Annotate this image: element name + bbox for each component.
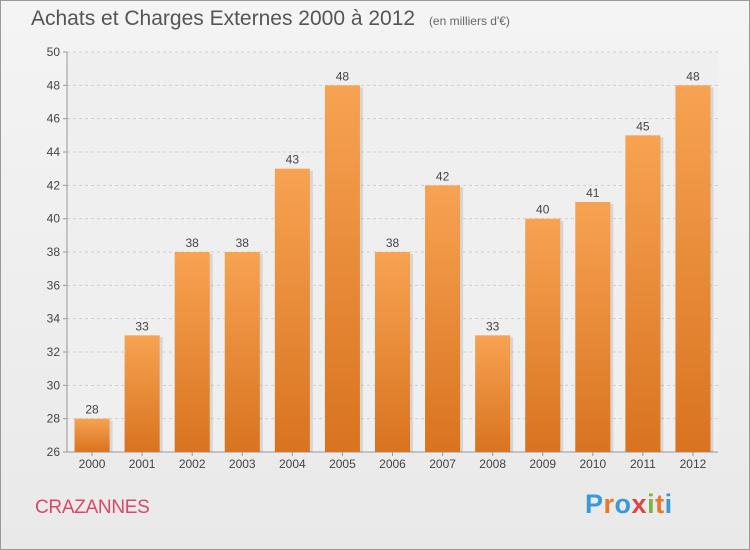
y-tick-label: 28	[47, 412, 61, 426]
y-tick-label: 46	[47, 112, 61, 126]
bar	[374, 252, 411, 452]
x-tick-label: 2011	[630, 457, 656, 471]
data-label: 48	[686, 69, 700, 83]
bar	[675, 85, 711, 452]
y-tick-label: 38	[47, 245, 61, 259]
y-tick-label: 40	[47, 212, 61, 226]
data-label: 43	[286, 153, 300, 167]
data-label: 33	[486, 319, 500, 333]
x-tick-label: 2005	[329, 457, 356, 471]
brand-letter: r	[603, 489, 615, 519]
x-tick-label: 2009	[529, 457, 556, 471]
brand-letter: o	[614, 489, 632, 519]
bar	[124, 335, 160, 452]
bar	[475, 335, 511, 452]
chart-title-text: Achats et Charges Externes 2000 à 2012	[31, 7, 416, 30]
y-tick-label: 26	[47, 445, 61, 459]
data-label: 28	[85, 403, 99, 417]
y-tick-label: 34	[47, 312, 61, 326]
data-label: 45	[636, 119, 650, 133]
x-tick-label: 2008	[479, 457, 506, 471]
x-tick-label: 2000	[79, 457, 106, 471]
y-tick-label: 36	[47, 278, 61, 292]
data-label: 42	[436, 169, 450, 183]
brand-letter: i	[664, 489, 673, 519]
x-tick-label: 2007	[429, 457, 456, 471]
y-tick-label: 44	[47, 145, 61, 159]
bar	[575, 202, 611, 452]
data-label: 38	[186, 236, 200, 250]
y-tick-label: 42	[47, 178, 61, 192]
x-tick-label: 2004	[279, 457, 306, 471]
brand-letter: i	[647, 489, 656, 519]
y-tick-label: 30	[47, 378, 61, 392]
brand-letter: P	[585, 489, 604, 519]
proxiti-logo: Proxiti	[585, 489, 673, 520]
y-tick-label: 48	[47, 78, 61, 92]
commune-name: CRAZANNES	[35, 497, 150, 518]
data-label: 41	[586, 186, 600, 200]
x-tick-label: 2001	[129, 457, 156, 471]
bar	[274, 168, 310, 452]
bar	[224, 252, 260, 452]
data-label: 38	[236, 236, 250, 250]
bar	[174, 252, 210, 452]
bar	[525, 218, 561, 452]
x-tick-label: 2003	[229, 457, 256, 471]
x-tick-label: 2006	[379, 457, 406, 471]
bar	[425, 185, 461, 453]
brand-letter: t	[655, 489, 665, 519]
data-label: 33	[135, 319, 149, 333]
brand-letter: x	[631, 489, 648, 519]
data-label: 40	[536, 203, 550, 217]
data-label: 38	[386, 236, 400, 250]
data-label: 48	[336, 69, 350, 83]
bar	[625, 135, 661, 453]
chart-unit: (en milliers d'€)	[428, 14, 510, 28]
bar	[74, 418, 110, 452]
chart-title: Achats et Charges Externes 2000 à 2012 (…	[31, 7, 510, 31]
bar	[324, 85, 360, 452]
y-tick-label: 50	[47, 45, 61, 59]
x-tick-label: 2012	[680, 457, 707, 471]
y-tick-label: 32	[47, 345, 61, 359]
x-tick-label: 2002	[179, 457, 206, 471]
x-tick-label: 2010	[579, 457, 606, 471]
